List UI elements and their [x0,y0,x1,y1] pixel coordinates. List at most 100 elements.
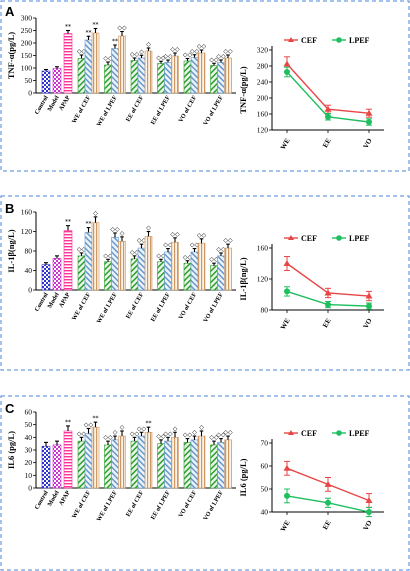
x-tick-label: WE of CEF [71,489,93,519]
significance-mark: ◇◇ [110,226,120,233]
x-tick-label: WE [279,519,292,533]
y-tick-label: 120 [257,275,269,284]
x-tick-label: WE of LPEF [95,489,118,522]
bar-group-4-2 [164,440,172,489]
bar-group-5-1 [183,60,192,94]
legend-marker-cef [288,235,294,240]
x-tick-label: VO of CEF [177,94,198,123]
significance-mark: ◇◇ [223,429,233,436]
chart-a-bar: 050100150200250300TNF-α(pg/L)ControlMode… [6,14,236,128]
significance-mark: ◇◇ [216,53,226,60]
y-tick-label: 200 [21,39,33,48]
x-tick-label: EE of CEF [125,489,146,518]
y-tick-label: 120 [21,227,33,236]
y-tick-label: 30 [25,446,33,455]
y-tick-label: 40 [25,433,33,442]
y-axis-label: IL6 (pg/L) [238,458,248,496]
charts: 050100150200250300TNF-α(pg/L)ControlMode… [6,14,384,533]
y-tick-label: 80 [25,247,33,256]
x-tick-label: EE of LPEF [150,94,172,126]
significance-mark: ◇◇ [103,55,113,62]
bar-group-3-3 [144,236,153,291]
bar-group-6-1 [210,65,218,94]
chart-b-bar: 04080120160IL-1β(ng/L)ControlModel**APAP… [6,208,236,325]
significance-mark: ** [93,22,99,29]
bar-group-4-2 [164,62,172,94]
bar-group-5-2 [190,57,199,94]
legend-label-lpef: LPEF [349,234,370,243]
x-tick-label: WE [279,137,292,151]
significance-mark: ◇◇ [183,52,193,59]
significance-mark: ◇◇ [130,430,140,437]
x-tick-label: EE of LPEF [150,489,172,521]
y-tick-label: 60 [25,408,33,417]
significance-mark: ** [93,415,99,422]
y-tick-label: 120 [257,126,269,135]
significance-mark: ◇◇ [163,53,173,60]
legend-marker-lpef [336,37,342,43]
significance-mark: ◇◇ [170,231,180,238]
y-tick-label: 200 [257,94,269,103]
bar-group-6-2 [217,442,225,489]
y-tick-label: 60 [261,462,269,471]
x-tick-label: APAP [58,291,72,309]
bar-group-6-3 [224,439,232,489]
significance-mark: ◇◇ [77,48,87,55]
legend-label-cef: CEF [301,234,317,243]
bar-group-1-3 [91,32,100,94]
significance-mark: ◇◇ [156,433,166,440]
x-tick-label: Control [33,291,49,313]
panel-a-frame [0,0,410,172]
y-tick-label: 50 [25,420,33,429]
panel-a-letter: A [5,4,15,19]
bar-group-3-3 [144,50,153,94]
x-tick-label: EE [321,317,333,329]
significance-mark: ** [146,420,152,427]
legend-label-cef: CEF [301,429,317,438]
legend-label-lpef: LPEF [349,36,370,45]
x-tick-label: WE of CEF [71,291,93,321]
legend-label-lpef: LPEF [349,429,370,438]
y-axis-label: IL-1β(ng/L) [6,229,16,272]
significance-mark: ◇ [173,425,178,432]
y-axis-label: IL-1β(ng/L) [238,257,248,300]
chart-b-line: 80 120 160 WE EE VO IL-1β(ng/L) CEF LPEF [238,234,384,331]
bar-group-1-2 [84,433,93,489]
significance-mark: ◇◇ [84,421,94,428]
significance-mark: ◇◇ [77,430,87,437]
data-point-cef [283,260,291,266]
panel-c-letter: C [5,401,15,416]
data-point-lpef [284,288,290,295]
panel-c-frame [0,395,410,571]
bar-group-3-1 [130,60,139,94]
significance-mark: ◇◇ [137,425,147,432]
significance-mark: ** [86,29,92,36]
significance-mark: ◇◇ [130,249,140,256]
bar-group-6-1 [210,444,218,489]
y-tick-label: 250 [21,26,33,35]
significance-mark: ◇ [120,424,125,431]
bar-group-1-2 [84,39,93,94]
significance-mark: ◇◇ [223,48,233,55]
chart-a-line: 120 160 200 240 280 320 WE EE VO TNF-α(pg/L) CEF LP… [238,36,384,151]
bar-group-3-1 [130,258,139,291]
significance-mark: ◇ [113,429,118,436]
data-point-cef [365,109,373,116]
significance-mark: ** [65,24,71,31]
bar-model [52,68,62,94]
bar-group-6-3 [224,57,232,94]
bar-group-6-2 [217,255,225,291]
significance-mark: ◇◇ [209,256,219,263]
y-tick-label: 160 [21,208,33,217]
legend-marker-lpef [336,235,342,241]
y-tick-label: 240 [257,78,269,87]
bar-apap [63,33,73,94]
bar-group-1-3 [91,222,100,291]
y-tick-label: 0 [28,286,32,295]
y-axis-label: TNF-α(pg/L) [6,32,16,79]
bar-group-2-2 [111,237,119,291]
legend-label-cef: CEF [301,36,317,45]
x-tick-label: VO [362,137,374,150]
legend-marker-lpef [336,430,342,436]
